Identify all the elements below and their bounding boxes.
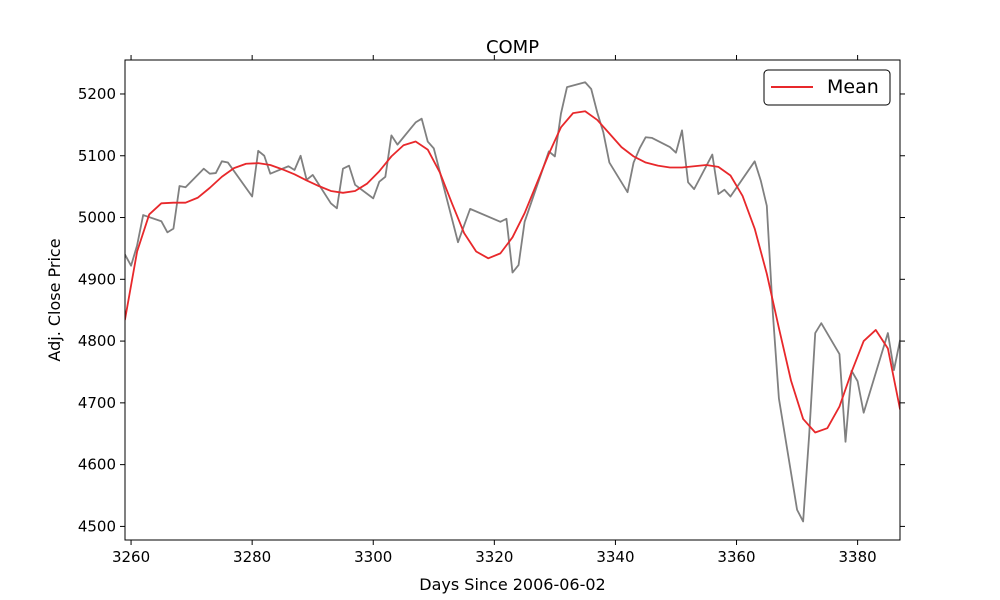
x-tick-label: 3360 bbox=[717, 548, 755, 566]
y-tick-label: 4700 bbox=[78, 394, 116, 412]
x-tick-label: 3280 bbox=[233, 548, 271, 566]
x-tick-label: 3260 bbox=[112, 548, 150, 566]
chart-title: COMP bbox=[486, 37, 539, 58]
y-tick-label: 4500 bbox=[78, 517, 116, 535]
y-tick-label: 5100 bbox=[78, 147, 116, 165]
x-tick-label: 3340 bbox=[596, 548, 634, 566]
y-tick-label: 5000 bbox=[78, 209, 116, 227]
legend-box bbox=[763, 69, 891, 106]
x-axis-label: Days Since 2006-06-02 bbox=[419, 575, 605, 594]
x-tick-label: 3380 bbox=[839, 548, 877, 566]
x-tick-label: 3320 bbox=[475, 548, 513, 566]
plot-frame bbox=[124, 59, 901, 541]
y-tick-label: 5200 bbox=[78, 85, 116, 103]
series-line-mean bbox=[125, 110, 900, 434]
y-axis-label: Adj. Close Price bbox=[45, 238, 64, 361]
x-tick-label: 3300 bbox=[354, 548, 392, 566]
plot-background bbox=[125, 60, 900, 540]
ticks-layer: 3260 3280 3300 3320 3340 3360 3380 4500 4600 4700… bbox=[78, 55, 905, 566]
y-tick-label: 4900 bbox=[78, 270, 116, 288]
y-tick-label: 4800 bbox=[78, 332, 116, 350]
series-layer bbox=[125, 81, 900, 523]
y-tick-label: 4600 bbox=[78, 456, 116, 474]
legend-mean-label: Mean bbox=[827, 76, 879, 98]
legend: Mean bbox=[763, 69, 891, 106]
